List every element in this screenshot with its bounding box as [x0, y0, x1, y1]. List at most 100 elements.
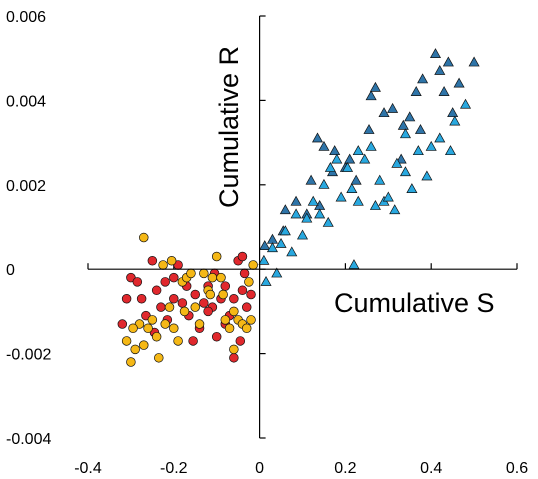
y-tick-label: 0.002 — [6, 178, 46, 195]
circle-point — [220, 281, 231, 291]
circle-point — [229, 344, 239, 355]
circle-point — [246, 289, 256, 300]
circle-point — [130, 344, 140, 355]
circle-point — [229, 306, 239, 317]
triangle-point — [346, 183, 358, 194]
y-tick-label: 0 — [6, 262, 15, 279]
triangle-point — [318, 140, 330, 151]
x-tick-labels: -0.4 -0.2 0 0.2 0.4 0.6 — [74, 460, 528, 477]
circle-point — [190, 302, 201, 312]
triangle-point — [363, 124, 375, 134]
triangle-point — [324, 162, 336, 172]
triangle-point — [329, 145, 341, 156]
circle-point — [237, 285, 248, 296]
circle-point — [173, 336, 183, 346]
circle-point — [229, 293, 239, 304]
circle-point — [151, 331, 162, 342]
y-axis-ticks — [259, 15, 266, 439]
triangle-point — [271, 267, 283, 278]
x-axis-title: Cumulative S — [334, 288, 495, 318]
data-points — [117, 48, 480, 367]
triangle-point — [335, 191, 347, 202]
circle-point — [211, 251, 222, 262]
x-tick-label: 0.6 — [506, 460, 528, 477]
triangle-point — [387, 102, 399, 113]
triangle-point — [350, 174, 362, 185]
circle-point — [128, 323, 138, 334]
triangle-point — [434, 64, 446, 75]
circle-point — [199, 268, 209, 279]
triangle-point — [258, 254, 270, 265]
triangle-point — [290, 208, 302, 219]
triangle-point — [414, 124, 427, 134]
triangle-point — [359, 153, 371, 164]
triangle-point — [365, 140, 377, 151]
circle-point — [169, 272, 179, 283]
triangle-point — [397, 119, 409, 130]
triangle-point — [266, 242, 279, 253]
y-tick-labels: 0.006 0.004 0.002 0 -0.002 -0.004 — [6, 9, 51, 448]
triangle-point — [352, 145, 364, 156]
triangle-point — [275, 237, 287, 248]
circle-point — [241, 323, 252, 334]
circle-point — [239, 268, 250, 279]
circle-point — [246, 315, 256, 325]
triangle-point — [412, 145, 424, 156]
triangle-point — [417, 73, 429, 84]
triangle-point — [378, 107, 390, 118]
circle-point — [216, 272, 226, 283]
circle-point — [229, 353, 239, 363]
triangle-point — [399, 128, 411, 139]
triangle-point — [352, 195, 364, 206]
triangle-point — [442, 56, 454, 67]
x-tick-label: 0.4 — [420, 460, 442, 477]
circle-point — [126, 357, 136, 367]
circle-point — [241, 302, 252, 312]
triangle-point — [260, 275, 272, 286]
y-axis-title: Cumulative R — [214, 46, 244, 208]
circle-point — [164, 302, 175, 312]
triangle-point — [322, 216, 334, 227]
circle-point — [169, 323, 179, 334]
circle-point — [218, 289, 228, 300]
circle-point — [151, 285, 162, 296]
triangle-point — [311, 132, 324, 143]
triangle-point — [301, 212, 313, 223]
circle-point — [147, 256, 158, 266]
x-tick-label: -0.2 — [160, 460, 188, 477]
triangle-point — [266, 233, 279, 244]
circle-point — [121, 293, 132, 304]
triangle-point — [374, 174, 386, 185]
triangle-point — [399, 166, 411, 177]
circle-point — [235, 336, 246, 346]
circle-point — [121, 336, 132, 346]
triangle-point — [468, 56, 480, 67]
circle-point — [117, 319, 128, 329]
triangle-point — [365, 90, 377, 101]
triangle-point — [348, 259, 360, 269]
circle-point — [220, 315, 231, 325]
triangle-point — [286, 246, 298, 257]
triangle-point — [342, 162, 354, 172]
circle-point — [158, 260, 168, 270]
y-tick-label: -0.002 — [6, 347, 51, 364]
triangle-point — [290, 195, 302, 206]
circle-point — [132, 277, 143, 287]
circle-point — [166, 256, 177, 266]
y-tick-label: -0.004 — [6, 431, 51, 448]
circle-point — [207, 272, 218, 283]
circle-point — [188, 336, 198, 346]
triangle-point — [279, 204, 291, 215]
circle-point — [136, 293, 147, 304]
circle-point — [179, 306, 190, 317]
triangle-point — [421, 170, 433, 181]
circle-point — [237, 251, 248, 262]
x-tick-label: 0 — [255, 460, 264, 477]
circle-point — [139, 340, 149, 350]
circle-point — [177, 298, 188, 308]
circle-point — [194, 319, 205, 329]
x-tick-label: -0.4 — [74, 460, 102, 477]
circle-point — [186, 268, 196, 279]
circle-point — [190, 289, 201, 300]
